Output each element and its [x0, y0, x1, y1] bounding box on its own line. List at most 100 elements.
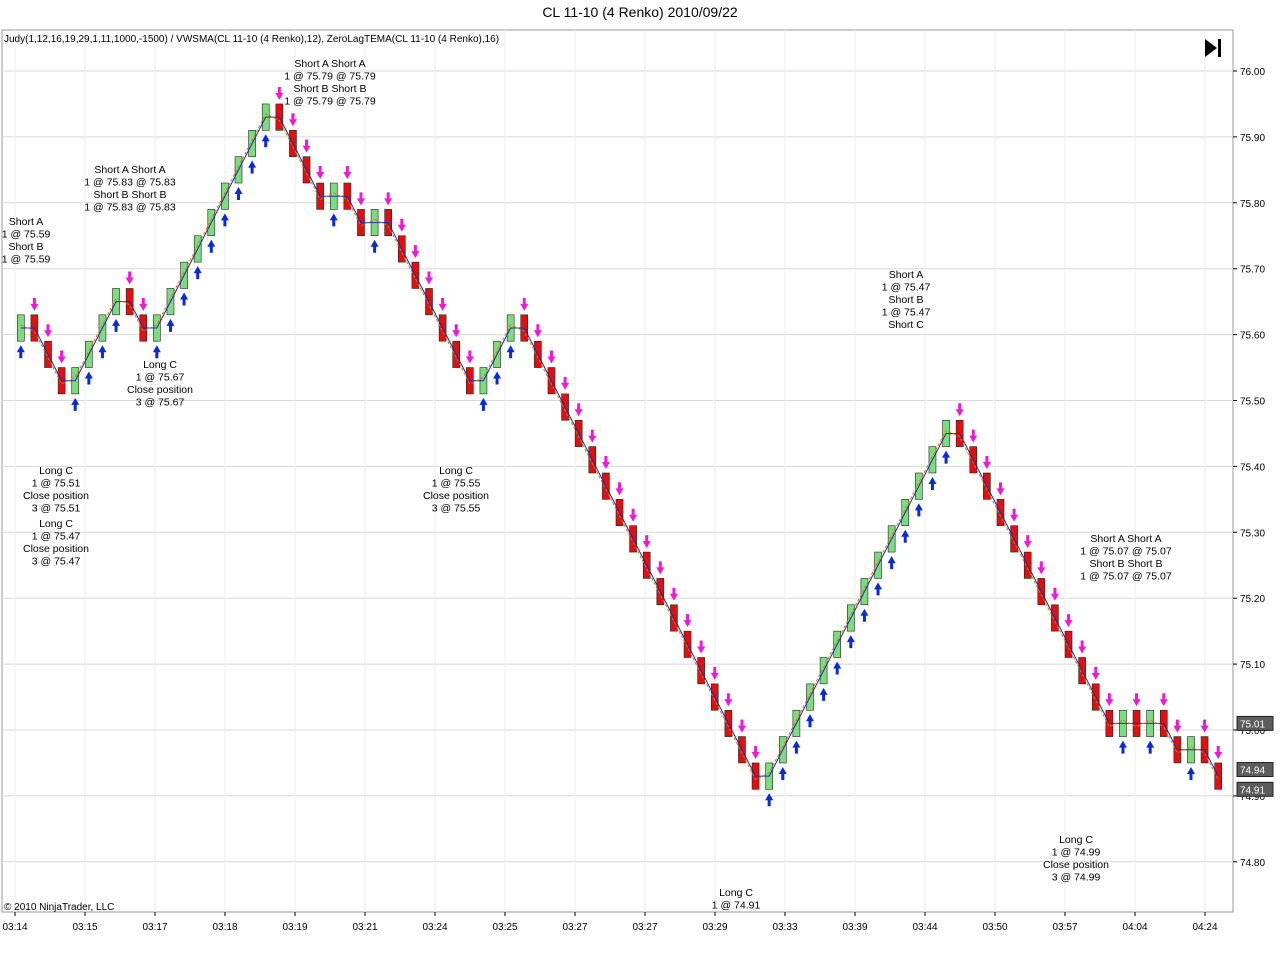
short-arrow	[683, 614, 692, 628]
y-tick-label: 75.80	[1240, 199, 1265, 210]
order-annotation: Short B	[8, 241, 43, 253]
long-arrow	[1118, 740, 1127, 754]
long-arrow	[1186, 766, 1195, 780]
long-arrow	[180, 292, 189, 306]
y-tick-label: 76.00	[1240, 67, 1265, 78]
short-arrow	[1091, 666, 1100, 680]
short-arrow	[982, 455, 991, 469]
time-axis[interactable]: 03:14 03:15 03:17 03:18 03:19 03:21 03:24 03:25…	[2, 912, 1218, 933]
order-annotation: Short B Short B	[94, 189, 167, 201]
order-annotation: Short A	[9, 216, 43, 228]
long-arrow	[479, 397, 488, 411]
price-axis[interactable]: 76.00 75.90 75.80 75.70 75.60 75.50 75.40 75.30…	[1233, 67, 1265, 869]
order-annotation: 1 @ 75.51	[32, 478, 81, 490]
long-arrow	[166, 318, 175, 332]
order-annotation: 1 @ 75.67	[136, 372, 185, 384]
short-arrow	[30, 297, 39, 311]
order-annotation: 3 @ 75.47	[32, 556, 81, 568]
order-annotation: 1 @ 75.47	[882, 307, 931, 319]
order-annotation: 3 @ 75.51	[32, 503, 81, 515]
long-arrow	[874, 582, 883, 596]
short-arrow	[656, 561, 665, 575]
price-marker-box	[1236, 762, 1274, 778]
chart-window-title: CL 11-10 (4 Renko) 2010/09/22	[542, 4, 738, 20]
order-annotation: Long C	[39, 465, 73, 477]
order-annotation: Short C	[888, 319, 924, 331]
order-annotation: Close position	[23, 543, 89, 555]
short-arrow	[1159, 693, 1168, 707]
y-tick-label: 75.30	[1240, 528, 1265, 539]
short-arrow	[669, 587, 678, 601]
short-arrow	[125, 271, 134, 285]
order-annotation: 1 @ 75.83 @ 75.83	[84, 202, 176, 214]
long-arrow	[805, 714, 814, 728]
long-arrow	[71, 397, 80, 411]
x-tick-label: 03:21	[352, 922, 377, 933]
short-arrow	[1037, 561, 1046, 575]
short-arrow	[751, 745, 760, 759]
y-tick-label: 75.70	[1240, 265, 1265, 276]
short-arrow	[1132, 693, 1141, 707]
short-arrow	[438, 297, 447, 311]
short-arrow	[356, 192, 365, 206]
long-arrow	[234, 187, 243, 201]
long-arrow	[833, 661, 842, 675]
order-annotation: 3 @ 75.55	[432, 503, 481, 515]
x-tick-label: 03:18	[212, 922, 237, 933]
long-arrow	[765, 793, 774, 807]
time-gridlines	[14, 30, 1206, 912]
short-arrow	[697, 640, 706, 654]
short-arrow	[343, 166, 352, 180]
short-arrow	[629, 508, 638, 522]
short-arrow	[955, 403, 964, 417]
price-marker-label: 74.94	[1240, 766, 1265, 777]
short-arrow	[465, 350, 474, 364]
short-arrow	[996, 482, 1005, 496]
short-arrow	[57, 350, 66, 364]
short-arrow	[561, 376, 570, 390]
long-arrow	[220, 213, 229, 227]
x-tick-label: 03:50	[982, 922, 1007, 933]
long-arrow	[84, 371, 93, 385]
long-arrow	[914, 503, 923, 517]
vwsma-line	[20, 116, 1219, 777]
order-annotation: 1 @ 75.59	[2, 254, 51, 266]
short-arrow	[1200, 719, 1209, 733]
short-arrow	[1173, 719, 1182, 733]
y-tick-label: 75.00	[1240, 726, 1265, 737]
x-tick-label: 03:57	[1052, 922, 1077, 933]
short-arrow	[411, 245, 420, 259]
price-marker-label: 75.01	[1240, 719, 1265, 730]
long-arrow	[819, 687, 828, 701]
order-annotation: Close position	[127, 384, 193, 396]
y-tick-label: 75.60	[1240, 331, 1265, 342]
short-arrow	[588, 429, 597, 443]
order-annotation: Short A	[889, 269, 923, 281]
short-arrow	[642, 535, 651, 549]
order-annotation: 1 @ 75.07 @ 75.07	[1080, 546, 1172, 558]
short-arrow	[601, 455, 610, 469]
x-tick-label: 03:27	[632, 922, 657, 933]
order-annotation: 1 @ 75.83 @ 75.83	[84, 177, 176, 189]
order-annotation: Long C	[719, 887, 753, 899]
skip-to-end-icon[interactable]	[1205, 39, 1221, 57]
short-arrow	[724, 693, 733, 707]
long-arrow	[261, 134, 270, 148]
plot-area	[1, 29, 1234, 913]
long-arrow	[152, 345, 161, 359]
signal-arrows	[16, 86, 1223, 807]
order-annotation: Long C	[39, 518, 73, 530]
y-tick-label: 75.20	[1240, 594, 1265, 605]
order-annotation: Long C	[1059, 834, 1093, 846]
long-arrow	[887, 556, 896, 570]
order-annotation: 3 @ 74.99	[1052, 872, 1101, 884]
short-arrow	[1010, 508, 1019, 522]
order-annotation: 1 @ 74.91	[712, 900, 761, 912]
short-arrow	[452, 324, 461, 338]
y-tick-label: 75.10	[1240, 660, 1265, 671]
order-annotation: 1 @ 75.79 @ 75.79	[284, 71, 376, 83]
long-arrow	[112, 318, 121, 332]
y-tick-label: 75.90	[1240, 133, 1265, 144]
order-annotation: Close position	[23, 490, 89, 502]
